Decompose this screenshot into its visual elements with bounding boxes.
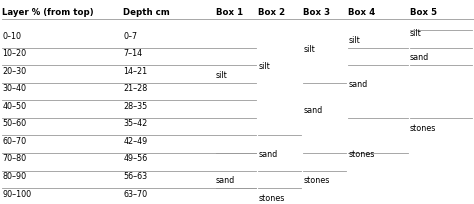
Text: silt: silt: [348, 36, 360, 45]
Text: Box 1: Box 1: [216, 8, 243, 17]
Text: sand: sand: [258, 150, 278, 159]
Text: silt: silt: [258, 62, 270, 71]
Text: Layer % (from top): Layer % (from top): [2, 8, 94, 17]
Text: Box 3: Box 3: [303, 8, 330, 17]
Text: 35–42: 35–42: [123, 119, 147, 128]
Text: silt: silt: [303, 45, 315, 54]
Text: 50–60: 50–60: [2, 119, 27, 128]
Text: 70–80: 70–80: [2, 154, 27, 163]
Text: silt: silt: [216, 71, 228, 80]
Text: 60–70: 60–70: [2, 137, 27, 146]
Text: 20–30: 20–30: [2, 67, 27, 76]
Text: 42–49: 42–49: [123, 137, 147, 146]
Text: Depth cm: Depth cm: [123, 8, 170, 17]
Text: 7–14: 7–14: [123, 49, 142, 58]
Text: silt: silt: [410, 29, 422, 38]
Text: 40–50: 40–50: [2, 102, 27, 111]
Text: 63–70: 63–70: [123, 190, 147, 198]
Text: Box 4: Box 4: [348, 8, 375, 17]
Text: 10–20: 10–20: [2, 49, 27, 58]
Text: 90–100: 90–100: [2, 190, 31, 198]
Text: 28–35: 28–35: [123, 102, 147, 111]
Text: 30–40: 30–40: [2, 84, 27, 93]
Text: 49–56: 49–56: [123, 154, 147, 163]
Text: 21–28: 21–28: [123, 84, 147, 93]
Text: stones: stones: [303, 176, 330, 185]
Text: sand: sand: [348, 80, 368, 89]
Text: stones: stones: [410, 124, 437, 133]
Text: sand: sand: [303, 106, 323, 115]
Text: Box 5: Box 5: [410, 8, 437, 17]
Text: 0–10: 0–10: [2, 32, 21, 41]
Text: stones: stones: [258, 194, 285, 203]
Text: 56–63: 56–63: [123, 172, 147, 181]
Text: sand: sand: [410, 53, 429, 62]
Text: 80–90: 80–90: [2, 172, 27, 181]
Text: 0–7: 0–7: [123, 32, 137, 41]
Text: stones: stones: [348, 150, 375, 159]
Text: Box 2: Box 2: [258, 8, 285, 17]
Text: 14–21: 14–21: [123, 67, 147, 76]
Text: sand: sand: [216, 176, 235, 185]
